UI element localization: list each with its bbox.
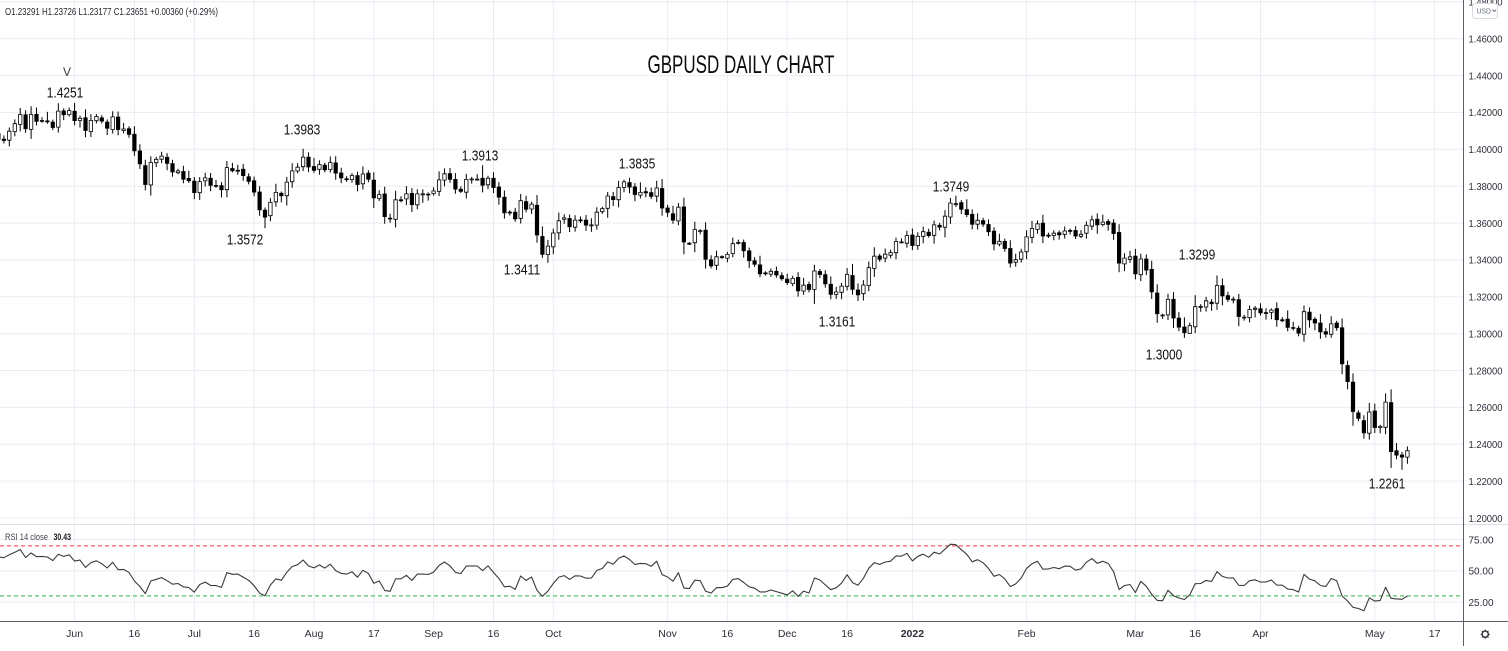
svg-text:1.34000: 1.34000 [1469,255,1503,267]
svg-text:1.30000: 1.30000 [1469,329,1503,341]
svg-text:1.3749: 1.3749 [933,179,970,196]
svg-text:Nov: Nov [658,628,677,640]
svg-text:16: 16 [841,628,853,640]
svg-text:16: 16 [488,628,500,640]
svg-text:Mar: Mar [1126,628,1145,640]
svg-text:75.00: 75.00 [1469,534,1494,546]
svg-text:Oct: Oct [545,628,561,640]
svg-text:1.44000: 1.44000 [1469,70,1503,82]
svg-text:Jun: Jun [66,628,83,640]
svg-text:1.24000: 1.24000 [1469,439,1503,451]
svg-text:1.3572: 1.3572 [227,232,264,249]
svg-text:16: 16 [129,628,141,640]
svg-text:30.43: 30.43 [54,532,72,542]
svg-text:17: 17 [1429,628,1441,640]
svg-text:Jul: Jul [188,628,201,640]
svg-text:Apr: Apr [1252,628,1269,640]
svg-text:1.3299: 1.3299 [1179,247,1216,264]
svg-text:Feb: Feb [1018,628,1036,640]
svg-text:1.2261: 1.2261 [1369,476,1406,493]
svg-text:1.20000: 1.20000 [1469,513,1503,525]
svg-text:16: 16 [1189,628,1201,640]
svg-text:May: May [1365,628,1386,640]
svg-text:16: 16 [722,628,734,640]
svg-text:1.3000: 1.3000 [1146,347,1183,364]
svg-text:O1.23291 H1.23726 L1.23177: O1.23291 H1.23726 L1.23177 C1.23651 +0.0… [5,7,218,18]
svg-text:1.3835: 1.3835 [619,156,656,173]
svg-text:1.4251: 1.4251 [47,85,84,102]
svg-text:Sep: Sep [424,628,443,640]
svg-text:1.3161: 1.3161 [819,314,856,331]
svg-text:1.3983: 1.3983 [284,122,321,139]
svg-text:GBPUSD DAILY CHART: GBPUSD DAILY CHART [648,51,835,79]
svg-text:1.46000: 1.46000 [1469,34,1503,46]
svg-text:V: V [63,65,71,79]
svg-text:1.42000: 1.42000 [1469,107,1503,119]
svg-text:1.32000: 1.32000 [1469,292,1503,304]
svg-text:2022: 2022 [901,628,925,640]
svg-text:USD: USD [1477,7,1492,16]
svg-text:1.36000: 1.36000 [1469,218,1503,230]
svg-text:17: 17 [368,628,380,640]
svg-text:1.28000: 1.28000 [1469,365,1503,377]
svg-text:50.00: 50.00 [1469,566,1494,578]
svg-text:Aug: Aug [305,628,324,640]
svg-text:16: 16 [248,628,260,640]
svg-text:25.00: 25.00 [1469,597,1494,609]
svg-text:1.3411: 1.3411 [504,262,541,279]
svg-text:1.40000: 1.40000 [1469,144,1503,156]
svg-text:1.38000: 1.38000 [1469,181,1503,193]
svg-text:1.26000: 1.26000 [1469,402,1503,414]
svg-text:1.3913: 1.3913 [462,148,499,165]
svg-text:Dec: Dec [778,628,797,640]
svg-text:RSI 14 close: RSI 14 close [5,532,48,542]
svg-text:1.22000: 1.22000 [1469,476,1503,488]
